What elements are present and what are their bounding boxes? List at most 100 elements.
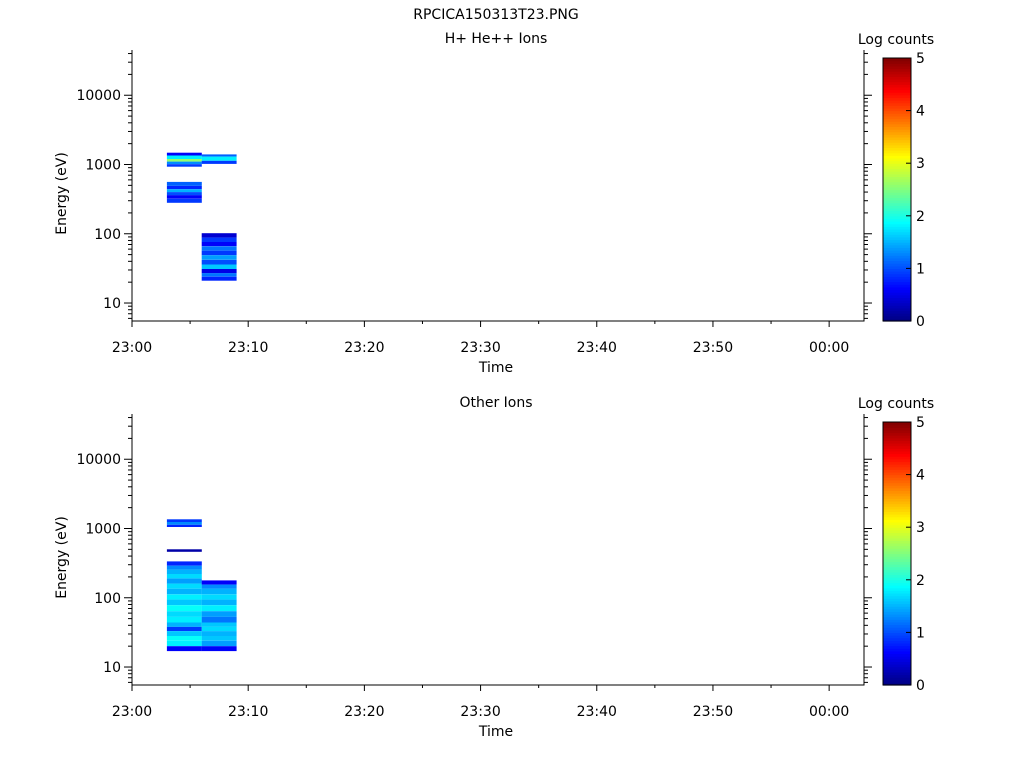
colorbar-segment [883, 163, 911, 167]
colorbar-segment [883, 144, 911, 149]
colorbar-segment [883, 205, 911, 209]
colorbar-segment [883, 289, 911, 293]
x-tick-label: 23:40 [577, 704, 617, 720]
colorbar-segment [883, 640, 911, 644]
heatmap-cell [166, 161, 202, 165]
colorbar-segment [883, 474, 911, 478]
colorbar-segment [883, 569, 911, 573]
colorbar-segment [883, 252, 911, 256]
colorbar-segment [883, 448, 911, 452]
heatmap-cell [166, 583, 202, 589]
heatmap-cell [201, 599, 237, 606]
colorbar-segment [883, 495, 911, 499]
colorbar-segment [883, 648, 911, 652]
colorbar-segment [883, 299, 911, 304]
colorbar-segment [883, 564, 911, 568]
colorbar-segment [883, 600, 911, 605]
x-tick-label: 23:10 [228, 340, 268, 356]
heatmap-cell [201, 246, 237, 251]
colorbar-segment [883, 608, 911, 612]
colorbar-segment [883, 500, 911, 505]
heatmap-cell [201, 626, 237, 632]
heatmap-cell [166, 640, 202, 647]
heatmap-cell [201, 616, 237, 623]
y-tick-label: 10 [103, 660, 121, 676]
colorbar-segment [883, 302, 911, 306]
colorbar-segment [883, 477, 911, 481]
colorbar-segment [883, 677, 911, 681]
colorbar-segment [883, 506, 911, 510]
heatmap-cell [201, 160, 237, 164]
heatmap-cell [201, 264, 237, 269]
colorbar-segment [883, 682, 911, 686]
heatmap-cell [201, 242, 237, 247]
heatmap-cell [201, 622, 237, 627]
colorbar-segment [883, 606, 911, 610]
x-tick-label: 23:40 [577, 340, 617, 356]
colorbar-segment [883, 553, 911, 557]
colorbar-segment [883, 136, 911, 141]
heatmap-cell [201, 584, 237, 589]
colorbar-segment [883, 445, 911, 449]
colorbar-segment [883, 63, 911, 67]
colorbar-segment [883, 126, 911, 130]
colorbar-segment [883, 669, 911, 673]
colorbar-segment [883, 656, 911, 660]
heatmap-cell [201, 237, 237, 242]
colorbar-segment [883, 440, 911, 444]
colorbar-segment [883, 123, 911, 127]
colorbar-segment [883, 265, 911, 269]
axis-frame [131, 414, 865, 686]
colorbar-segment [883, 674, 911, 678]
x-tick-label: 23:10 [228, 704, 268, 720]
colorbar-segment [883, 118, 911, 122]
colorbar-segment [883, 479, 911, 484]
heatmap-cell [201, 580, 237, 585]
colorbar-segment [883, 585, 911, 589]
heatmap-cell [166, 622, 202, 627]
colorbar-segment [883, 603, 911, 607]
colorbar-segment [883, 642, 911, 647]
colorbar-segment [883, 532, 911, 536]
colorbar-segment [883, 458, 911, 463]
heatmap-cell [166, 631, 202, 636]
colorbar-segment [883, 427, 911, 431]
heatmap-cell [201, 636, 237, 641]
colorbar-segment [883, 73, 911, 78]
colorbar-segment [883, 645, 911, 649]
colorbar-segment [883, 234, 911, 238]
colorbar-tick-label: 2 [916, 209, 925, 225]
colorbar-segment [883, 464, 911, 468]
colorbar-segment [883, 210, 911, 214]
colorbar-segment [883, 315, 911, 319]
colorbar-segment [883, 582, 911, 586]
x-tick-label: 23:00 [112, 340, 152, 356]
colorbar-segment [883, 453, 911, 457]
colorbar-segment [883, 215, 911, 220]
heatmap-cell [166, 588, 202, 595]
colorbar-segment [883, 60, 911, 64]
colorbar-segment [883, 173, 911, 177]
heatmap-cell [166, 522, 202, 525]
colorbar-tick-label: 0 [916, 678, 925, 694]
colorbar-label: Log counts [858, 396, 934, 412]
heatmap-cell [166, 578, 202, 584]
heatmap-cell [166, 192, 202, 196]
colorbar-segment [883, 307, 911, 312]
colorbar-segment [883, 579, 911, 584]
colorbar-tick-label: 3 [916, 156, 925, 172]
colorbar-segment [883, 255, 911, 259]
colorbar-segment [883, 558, 911, 562]
colorbar-segment [883, 540, 911, 544]
colorbar-segment [883, 524, 911, 528]
colorbar-segment [883, 548, 911, 552]
colorbar-segment [883, 471, 911, 476]
colorbar-segment [883, 485, 911, 489]
colorbar-segment [883, 424, 911, 428]
heatmap-cell [166, 155, 202, 159]
colorbar-segment [883, 556, 911, 560]
colorbar-segment [883, 595, 911, 599]
colorbar-segment [883, 297, 911, 301]
x-axis-label: Time [478, 360, 513, 376]
heatmap-cell [166, 605, 202, 612]
